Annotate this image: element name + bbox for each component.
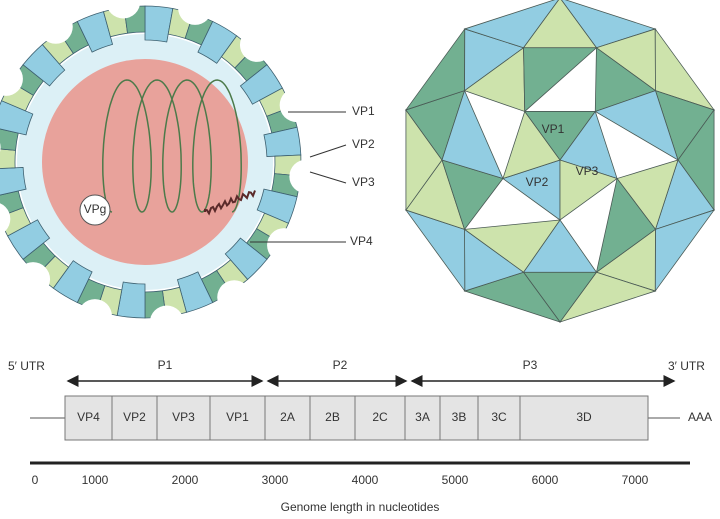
protein-tile: [0, 148, 16, 169]
capsid-notch: [217, 280, 252, 315]
segment-label: VP3: [172, 410, 195, 424]
axis-tick-label: 6000: [532, 473, 559, 487]
protein-tile: [239, 64, 283, 105]
axis-tick-label: 2000: [172, 473, 199, 487]
segment-label: 2C: [372, 410, 388, 424]
vpg: [79, 194, 111, 226]
surface-tile: [595, 177, 657, 274]
segment-label: 3D: [576, 410, 592, 424]
axis-tick-label: 1000: [82, 473, 109, 487]
capsid-section: VPg: [0, 0, 324, 340]
capsid-notch: [279, 88, 314, 123]
segment-label: 3A: [415, 410, 430, 424]
capsid-notch: [267, 228, 302, 263]
capsid-notch: [0, 203, 11, 235]
leader-line: [309, 144, 347, 158]
genome-segment: [354, 395, 406, 441]
capsid-notch: [289, 159, 324, 194]
leader-line: [309, 171, 347, 184]
protein-tile: [7, 219, 51, 260]
vp-label: VP2: [352, 137, 375, 151]
protein-tile: [0, 167, 27, 196]
protein-tile: [256, 188, 298, 224]
surface-tile: [441, 89, 504, 180]
surface-label: VP1: [542, 122, 565, 136]
segment-label: VP1: [226, 410, 249, 424]
protein-tile: [76, 11, 114, 53]
capsid-notch: [106, 0, 141, 19]
capsid-notch: [0, 142, 1, 153]
capsid-notch: [239, 27, 274, 62]
vpg-label: VPg: [84, 202, 107, 216]
genome-segment: [209, 395, 266, 441]
surface-label: VP3: [576, 164, 599, 178]
surface-tile: [594, 90, 679, 161]
region-label: P1: [158, 358, 173, 372]
axis-tick-label: 3000: [262, 473, 289, 487]
capsid-notch: [178, 0, 213, 25]
genome-segment: [111, 395, 158, 441]
axis-tick-label: 4000: [352, 473, 379, 487]
protein-tile: [176, 271, 214, 313]
protein-tile: [0, 100, 34, 136]
genome-map: 5′ UTR 3′ UTR P1 P2 P3 AAA Genome length…: [8, 358, 712, 514]
protein-tile: [197, 20, 238, 64]
polya-label: AAA: [688, 410, 712, 424]
rna-core: [42, 59, 248, 265]
surface-tile: [523, 47, 598, 113]
genome-segment: [439, 395, 479, 441]
genome-segment: [309, 395, 356, 441]
protein-tile: [116, 281, 146, 319]
surface-tile: [559, 159, 618, 221]
capsid-notch: [77, 299, 112, 334]
segment-label: VP4: [77, 410, 100, 424]
protein-tile: [22, 43, 66, 87]
genome-segment: [519, 395, 649, 441]
capsid-notch: [149, 305, 184, 340]
protein-tile: [52, 260, 93, 304]
segment-label: VP2: [123, 410, 146, 424]
capsid-notch: [16, 262, 51, 297]
rna-tail: [204, 190, 256, 216]
capsid-notch: [0, 61, 23, 96]
axis-tick-label: 7000: [622, 473, 649, 487]
protein-tile: [224, 237, 268, 281]
capsid-surface: VP1 VP2 VP3: [404, 0, 716, 323]
vp-label: VP4: [350, 234, 373, 248]
utr-label: 3′ UTR: [668, 359, 705, 373]
segment-label: 2A: [280, 410, 295, 424]
genome-segment: [477, 395, 521, 441]
region-label: P2: [333, 358, 348, 372]
axis-tick-label: 0: [32, 473, 39, 487]
labels: VP1 VP2 VP3 VP4: [250, 104, 375, 248]
surface-tile: [463, 219, 561, 273]
axis-tick-label: 5000: [442, 473, 469, 487]
surface-label: VP2: [526, 175, 549, 189]
segment-label: 2B: [325, 410, 340, 424]
rna-coil: [102, 79, 242, 213]
protein-tile: [144, 5, 174, 43]
segment-label: 3C: [491, 410, 507, 424]
protein-tile: [263, 126, 302, 157]
capsid-notch: [38, 9, 73, 44]
region-label: P3: [523, 358, 538, 372]
vp-label: VP3: [352, 175, 375, 189]
utr-label: 5′ UTR: [8, 359, 45, 373]
segment-label: 3B: [452, 410, 467, 424]
vp-label: VP1: [352, 104, 375, 118]
axis-title: Genome length in nucleotides: [281, 500, 440, 514]
